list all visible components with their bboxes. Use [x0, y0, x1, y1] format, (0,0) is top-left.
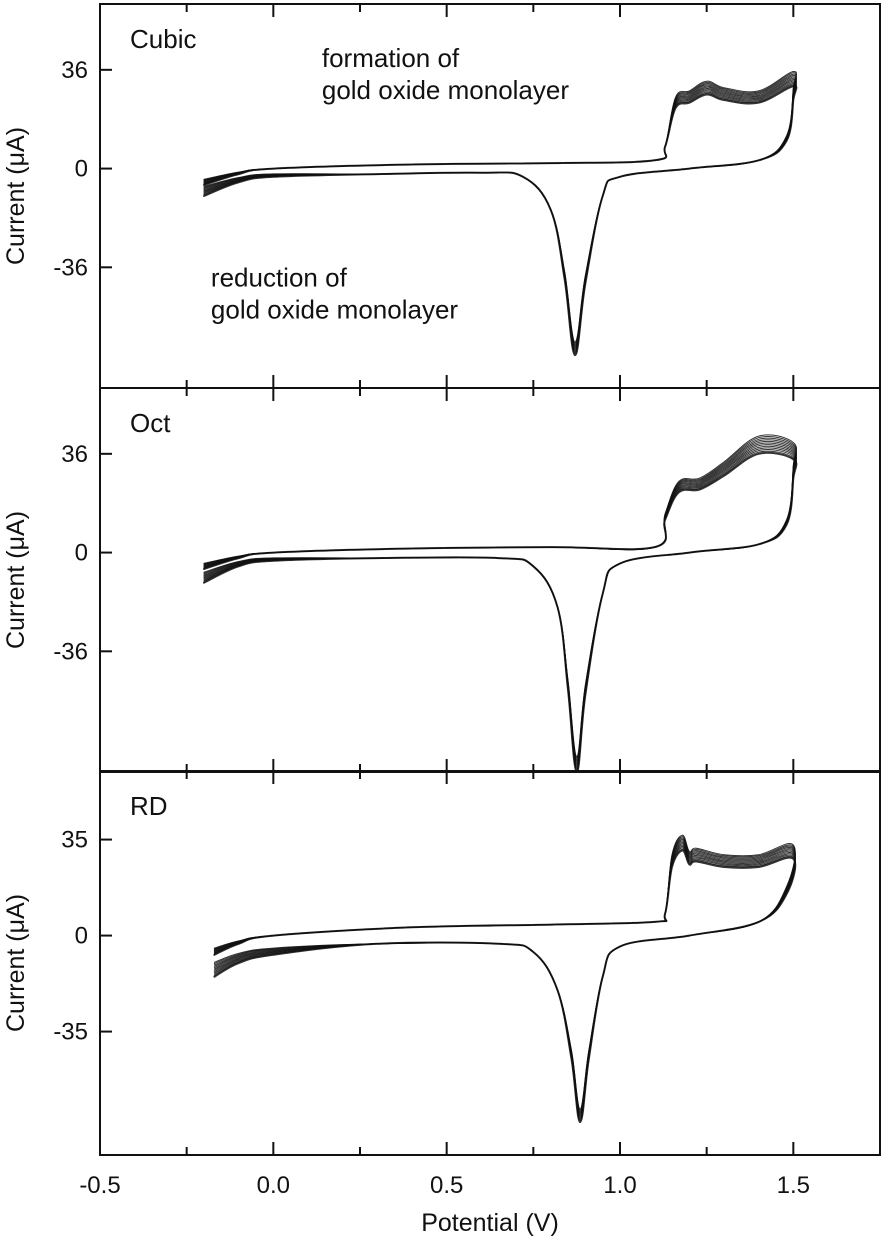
cv-cycle-trace [203, 450, 797, 772]
panels: Cubic 36 0 -36 Current (μA) formation of gold … [2, 3, 881, 1156]
cv-cycle-trace [203, 70, 797, 343]
cv-cycle-trace [213, 849, 797, 1124]
x-tick-label: 0.5 [430, 1172, 463, 1199]
y-tick-label: 0 [75, 923, 88, 950]
cv-cycle-trace [213, 848, 796, 1122]
cv-cycle-trace [213, 840, 796, 1115]
annotation: reduction of gold oxide monolayer [211, 263, 458, 325]
cv-cycle-trace [213, 844, 796, 1118]
cv-cycle-trace [203, 444, 797, 766]
x-tick-label: 1.0 [603, 1172, 636, 1199]
cv-cycle-trace [203, 445, 797, 767]
x-tick-label: 0.0 [257, 1172, 290, 1199]
y-axis-title: Current (μA) [2, 894, 30, 1032]
cv-cycle-trace [213, 834, 796, 1110]
y-tick-label: 35 [61, 827, 88, 854]
cv-cycle-trace [203, 440, 797, 763]
x-tick-label: -0.5 [79, 1172, 120, 1199]
cv-cycle-trace [213, 843, 796, 1117]
panel-frame [99, 387, 881, 773]
panel-oct: Oct 36 0 -36 Current (μA) [2, 387, 881, 774]
y-tick-label: -35 [53, 1019, 88, 1046]
cv-cycle-trace [213, 836, 796, 1111]
annotation: formation of gold oxide monolayer [322, 43, 569, 105]
y-tick-label: 0 [75, 540, 88, 567]
cv-cycle-trace [213, 847, 796, 1121]
y-tick-label: 36 [61, 57, 88, 84]
cv-cycle-trace [203, 449, 797, 770]
y-tick-label: 0 [75, 156, 88, 183]
cv-cycle-trace [203, 442, 797, 765]
x-axis-title: Potential (V) [421, 1209, 559, 1237]
panel-label: Oct [130, 408, 171, 438]
panel-rd: RD 35 0 -35 Current (μA) [2, 770, 881, 1156]
cv-cycle-trace [203, 451, 798, 774]
panel-frame [99, 770, 881, 1156]
y-axis-title: Current (μA) [2, 127, 30, 265]
x-tick-label: 1.5 [777, 1172, 810, 1199]
cv-cycle-trace [203, 434, 797, 758]
x-axis: -0.5 0.0 0.5 1.0 1.5 [79, 1172, 810, 1199]
panel-frame [99, 3, 881, 389]
y-tick-label: -36 [53, 254, 88, 281]
panel-cubic: Cubic 36 0 -36 Current (μA) formation of gold … [2, 3, 881, 389]
cv-cycle-trace [213, 841, 796, 1116]
y-tick-label: 36 [61, 441, 88, 468]
y-tick-label: -36 [53, 638, 88, 665]
panel-label: RD [130, 791, 168, 821]
y-axis-title: Current (μA) [2, 511, 30, 649]
panel-label: Cubic [130, 24, 196, 54]
cv-cycle-trace [213, 845, 796, 1119]
cv-cycle-trace [213, 837, 796, 1112]
cv-cycle-trace [203, 439, 797, 762]
cv-cycle-trace [203, 447, 797, 769]
cv-cycle-trace [213, 838, 796, 1114]
